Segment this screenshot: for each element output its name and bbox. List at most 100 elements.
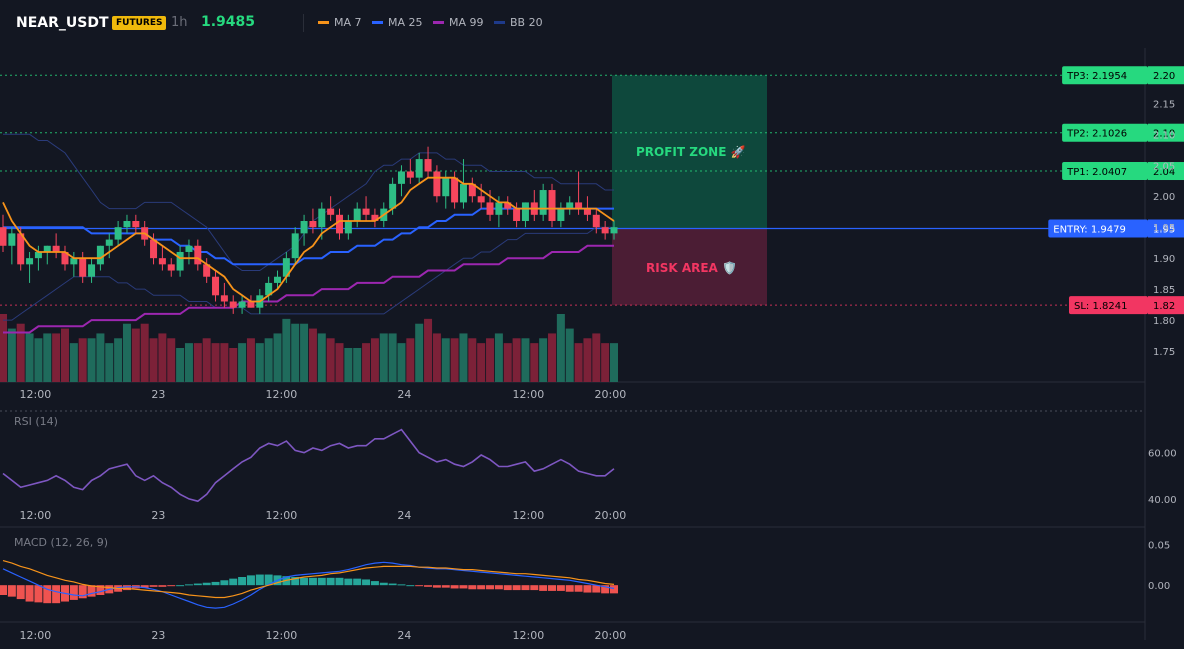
macd-histogram-bar <box>406 585 415 587</box>
macd-histogram-bar <box>122 585 131 591</box>
macd-histogram-bar <box>96 585 105 595</box>
candle-body <box>362 208 370 215</box>
macd-title: MACD (12, 26, 9) <box>14 536 108 549</box>
volume-bar <box>202 338 211 382</box>
volume-bar <box>548 333 557 382</box>
macd-line <box>2 561 615 609</box>
volume-bar <box>220 343 229 382</box>
volume-bar <box>317 333 326 382</box>
level-axis-value: 1.95 <box>1153 224 1175 235</box>
profit-zone <box>612 75 767 229</box>
candle-body <box>397 171 405 184</box>
volume-bar <box>494 333 503 382</box>
legend-ma25[interactable]: MA 25 <box>372 16 423 29</box>
macd-histogram-bar <box>556 585 565 591</box>
volume-bar <box>565 328 574 382</box>
candle-body <box>459 183 467 203</box>
candle-body <box>34 251 42 259</box>
macd-signal-line <box>2 560 615 599</box>
volume-bar <box>539 338 548 382</box>
volume-bar <box>43 333 52 382</box>
candle-body <box>406 171 414 178</box>
legend-label-ma7: MA 7 <box>334 16 362 29</box>
macd-histogram-bar <box>184 584 193 586</box>
time-axis-tick: 23 <box>151 509 165 522</box>
volume-bar <box>0 314 7 382</box>
candle-body <box>327 208 335 215</box>
risk-zone <box>612 228 767 306</box>
level-tag-text: TP2: 2.1026 <box>1066 129 1127 140</box>
candle-body <box>0 227 7 246</box>
candle-body <box>521 202 529 221</box>
candle-body <box>610 227 618 234</box>
candle-body <box>212 276 220 296</box>
macd-histogram-bar <box>0 585 7 595</box>
volume-bar <box>335 343 344 382</box>
candle-body <box>371 214 379 221</box>
macd-histogram-bar <box>601 585 610 594</box>
volume-bar <box>96 333 105 382</box>
legend-bb20[interactable]: BB 20 <box>494 16 543 29</box>
volume-bar <box>7 328 16 382</box>
volume-bar <box>512 338 521 382</box>
level-tag <box>1048 219 1148 238</box>
macd-histogram-bar <box>69 585 78 600</box>
volume-bar <box>131 328 140 382</box>
macd-histogram-bar <box>220 580 229 586</box>
macd-histogram-bar <box>344 578 353 586</box>
time-axis-tick: 12:00 <box>513 509 545 522</box>
macd-histogram-bar <box>255 574 264 586</box>
volume-bar <box>300 323 309 382</box>
macd-histogram-bar <box>52 585 61 604</box>
macd-histogram-bar <box>592 585 601 593</box>
macd-histogram-bar <box>583 585 592 593</box>
volume-bar <box>583 338 592 382</box>
volume-bar <box>477 343 486 382</box>
symbol-label[interactable]: NEAR_USDT <box>16 15 109 31</box>
macd-histogram-bar <box>291 577 300 586</box>
candle-body <box>335 214 343 234</box>
candle-body <box>539 190 547 215</box>
macd-histogram-bar <box>335 577 344 586</box>
macd-histogram-bar <box>494 585 503 590</box>
volume-bar <box>388 333 397 382</box>
macd-histogram-bar <box>574 585 583 592</box>
candle-body <box>601 227 609 234</box>
volume-bar <box>34 338 43 382</box>
candle-body <box>158 258 166 265</box>
candle-body <box>291 233 299 259</box>
time-axis-tick: 23 <box>151 629 165 642</box>
macd-histogram-bar <box>548 585 557 591</box>
volume-bar <box>105 343 114 382</box>
time-axis-tick: 12:00 <box>266 629 298 642</box>
candle-body <box>389 183 397 209</box>
volume-bar <box>246 338 255 382</box>
price-axis-tick: 1.85 <box>1153 285 1175 296</box>
candle-body <box>43 245 51 252</box>
macd-histogram-bar <box>211 581 220 586</box>
legend-ma7[interactable]: MA 7 <box>318 16 362 29</box>
time-axis-tick: 23 <box>151 388 165 401</box>
bb-upper-line <box>3 133 614 271</box>
candle-body <box>424 159 432 172</box>
candle-body <box>583 208 591 215</box>
macd-histogram-bar <box>459 585 468 589</box>
macd-histogram-bar <box>539 585 548 591</box>
candle-body <box>548 190 556 221</box>
macd-histogram-bar <box>610 585 618 594</box>
volume-bar <box>379 333 388 382</box>
legend-swatch-bb20 <box>494 21 505 24</box>
level-tag <box>1062 66 1148 85</box>
timeframe-label[interactable]: 1h <box>171 15 188 30</box>
volume-bar <box>601 343 610 382</box>
level-tag-text: TP3: 2.1954 <box>1066 71 1127 82</box>
price-axis-tick: 1.95 <box>1153 223 1175 234</box>
legend-ma99[interactable]: MA 99 <box>433 16 484 29</box>
time-axis-tick: 24 <box>397 629 411 642</box>
volume-bar <box>503 343 512 382</box>
volume-bar <box>441 338 450 382</box>
time-axis-tick: 12:00 <box>20 509 52 522</box>
candle-body <box>309 221 317 228</box>
macd-histogram-bar <box>158 585 167 587</box>
